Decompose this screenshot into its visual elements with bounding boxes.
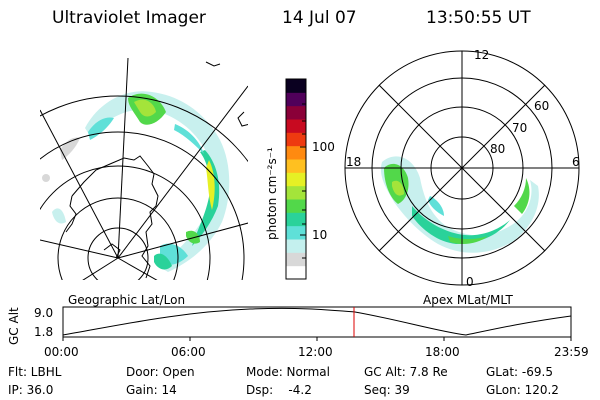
info-gain: Gain: 14	[126, 383, 177, 397]
colorbar-cell	[286, 79, 306, 93]
info-gc-alt: GC Alt: 7.8 Re	[364, 365, 448, 379]
gc-xtick-1200: 12:00	[298, 345, 333, 359]
info-mode: Mode: Normal	[246, 365, 330, 379]
info-glon: GLon: 120.2	[486, 383, 559, 397]
apex-grid	[344, 50, 580, 286]
gc-x-ticks	[62, 337, 572, 341]
apex-auroral-emission	[380, 156, 539, 253]
mlat-label-70: 70	[512, 121, 528, 135]
info-ip: IP: 36.0	[8, 383, 54, 397]
mlt-label-0: 0	[466, 275, 474, 289]
colorbar-cell	[286, 225, 306, 240]
mlt-label-6: 6	[572, 155, 580, 169]
colorbar-cells	[286, 79, 306, 280]
coastline	[65, 61, 248, 279]
mlt-label-18: 18	[346, 155, 362, 169]
time-label: 13:50:55 UT	[426, 8, 531, 28]
gc-altitude-curve	[62, 307, 572, 336]
gc-plot-frame	[62, 306, 572, 338]
mlat-label-80: 80	[490, 142, 506, 156]
gc-plot-ylabel: GC Alt	[7, 307, 21, 345]
geo-grid	[40, 58, 248, 280]
gc-ytick-9: 9.0	[34, 306, 54, 320]
geo-panel-label: Geographic Lat/Lon	[68, 293, 186, 307]
colorbar-tick-100: 100	[312, 140, 335, 154]
mlat-label-60: 60	[534, 99, 550, 113]
mlt-label-12: 12	[474, 48, 490, 62]
colorbar-cell	[286, 265, 306, 280]
colorbar-cell	[286, 172, 306, 187]
colorbar-cell	[286, 185, 306, 200]
info-flt: Flt: LBHL	[8, 365, 62, 379]
apex-panel-label: Apex MLat/MLT	[423, 293, 513, 307]
gc-xtick-1800: 18:00	[425, 345, 460, 359]
colorbar-cell	[286, 252, 306, 267]
gc-ytick-1-8: 1.8	[34, 325, 54, 339]
colorbar-cell	[286, 132, 306, 147]
info-door: Door: Open	[126, 365, 195, 379]
info-glat: GLat: -69.5	[486, 365, 553, 379]
colorbar-cell	[286, 105, 306, 120]
instrument-title: Ultraviolet Imager	[52, 8, 206, 28]
colorbar-tick-10: 10	[312, 228, 328, 242]
date-label: 14 Jul 07	[282, 8, 357, 28]
gc-xtick-0600: 06:00	[171, 345, 206, 359]
colorbar-cell	[286, 92, 306, 107]
colorbar-cell	[286, 119, 306, 133]
colorbar-cell	[286, 239, 306, 253]
gc-xtick-2359: 23:59	[554, 345, 589, 359]
colorbar-cell	[286, 159, 306, 173]
colorbar-ticks	[300, 103, 306, 259]
colorbar-cell	[286, 145, 306, 160]
info-seq: Seq: 39	[364, 383, 410, 397]
info-dsp: Dsp: -4.2	[246, 383, 312, 397]
gc-xtick-0000: 00:00	[44, 345, 79, 359]
colorbar-cell	[286, 212, 306, 227]
colorbar-cell	[286, 199, 306, 213]
